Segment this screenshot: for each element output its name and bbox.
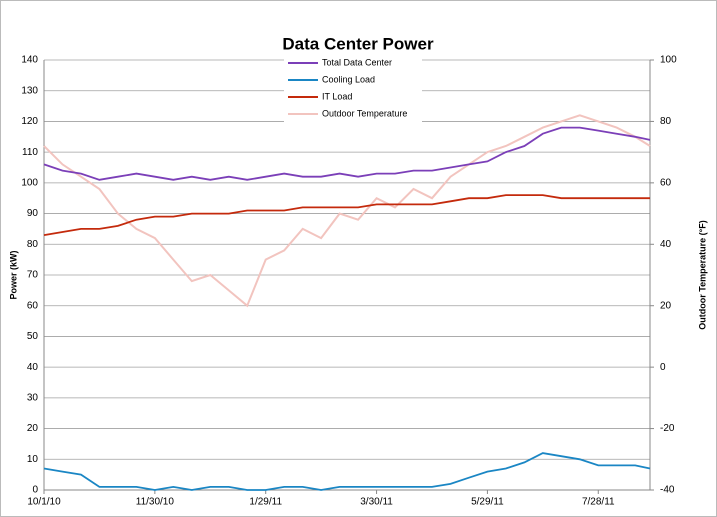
series-line: [43, 452, 651, 491]
legend-label: Outdoor Temperature: [322, 108, 407, 118]
y-tick-label: 100: [21, 177, 38, 188]
chart-title: Data Center Power: [282, 34, 434, 53]
y2-tick-label: 60: [660, 177, 672, 188]
y-tick-label: 130: [21, 85, 38, 96]
y-tick-label: 140: [21, 55, 38, 66]
x-tick-label: 11/30/10: [136, 497, 175, 508]
y-tick-label: 60: [27, 300, 39, 311]
y-tick-label: 110: [22, 147, 38, 158]
y2-tick-label: 40: [660, 239, 672, 250]
y-tick-label: 30: [27, 392, 39, 403]
y2-tick-label: 0: [660, 362, 666, 373]
y-tick-label: 40: [27, 362, 39, 373]
legend-label: Total Data Center: [322, 57, 392, 67]
x-tick-label: 7/28/11: [582, 497, 615, 508]
x-tick-label: 1/29/11: [249, 497, 282, 508]
y-tick-label: 70: [27, 270, 39, 281]
y2-tick-label: 100: [660, 55, 677, 66]
y-tick-label: 20: [27, 423, 39, 434]
x-tick-label: 10/1/10: [27, 497, 61, 508]
series-line: [43, 126, 651, 181]
series-line: [43, 114, 651, 308]
y-tick-label: 0: [32, 485, 38, 496]
y2-tick-label: 80: [660, 116, 672, 127]
y-tick-label: 80: [27, 239, 39, 250]
y2-tick-label: 20: [660, 300, 672, 311]
y2-axis-title: Outdoor Temperature (°F): [697, 220, 707, 329]
y-tick-label: 90: [27, 208, 39, 219]
legend-label: Cooling Load: [322, 74, 375, 84]
y-axis-title: Power (kW): [8, 250, 18, 299]
y-tick-label: 50: [27, 331, 39, 342]
x-tick-label: 5/29/11: [471, 497, 504, 508]
series-line: [43, 194, 650, 236]
y2-tick-label: -20: [660, 423, 675, 434]
y-tick-label: 10: [27, 454, 39, 465]
y-tick-label: 120: [21, 116, 38, 127]
y2-tick-label: -40: [660, 485, 675, 496]
x-tick-label: 3/30/11: [360, 497, 393, 508]
legend-label: IT Load: [322, 91, 352, 101]
